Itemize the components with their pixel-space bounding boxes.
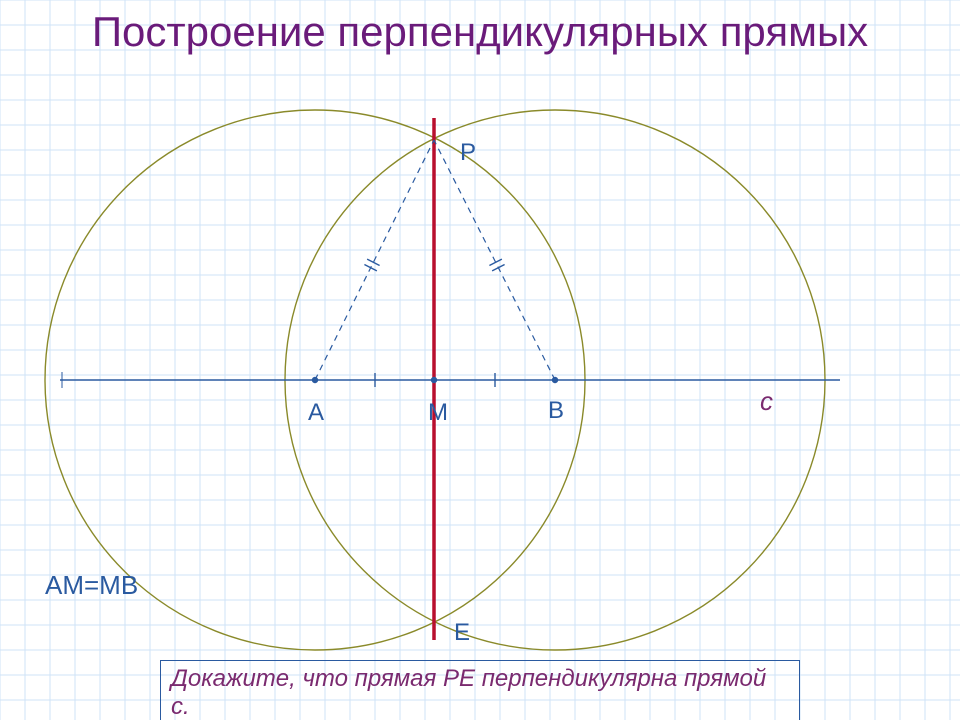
grid: [0, 0, 960, 720]
page-title: Построение перпендикулярных прямых: [0, 8, 960, 56]
point-label-A: А: [308, 399, 324, 426]
point-B: [552, 377, 558, 383]
equality-label: АМ=МВ: [45, 570, 138, 601]
point-A: [312, 377, 318, 383]
page-root: c А М В Р Е Построение перпендикулярных прямы…: [0, 0, 960, 720]
prove-box: Докажите, что прямая РЕ перпендикулярна …: [160, 660, 800, 720]
point-label-M: М: [428, 399, 448, 426]
line-c-label: c: [760, 386, 773, 416]
point-label-P: Р: [460, 139, 476, 166]
diagram-svg: c А М В Р Е: [0, 0, 960, 720]
tick-double-ap: [364, 259, 379, 271]
point-label-E: Е: [454, 619, 470, 646]
segment-BP: [434, 140, 555, 380]
point-M: [431, 377, 437, 383]
tick-double-bp: [489, 259, 504, 271]
point-label-B: В: [548, 397, 564, 424]
